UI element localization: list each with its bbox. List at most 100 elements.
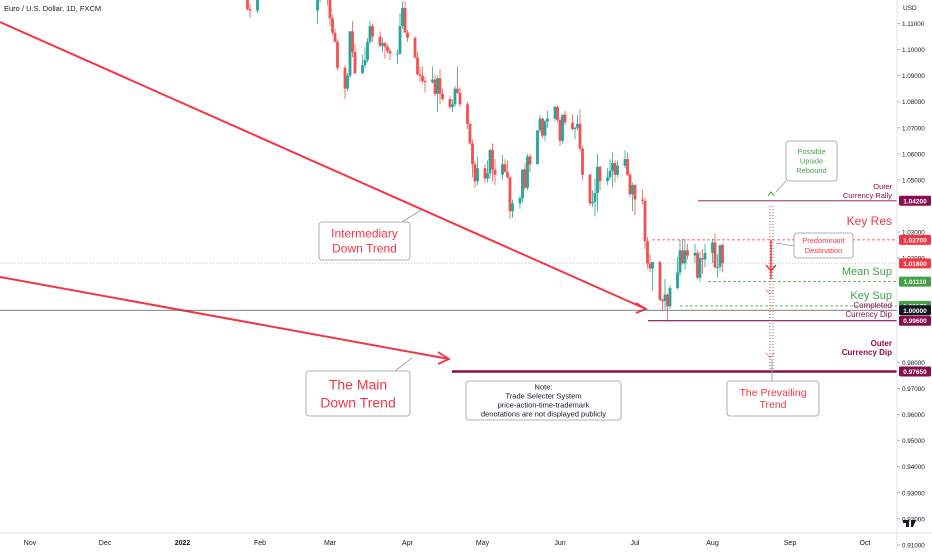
candle-body: [489, 150, 492, 173]
candle: [681, 239, 684, 265]
candle: [519, 196, 522, 209]
candle: [379, 31, 382, 47]
candle: [579, 110, 582, 152]
candle-body: [646, 241, 649, 263]
candle: [349, 31, 352, 78]
candle-body: [404, 8, 407, 33]
candle: [386, 44, 389, 53]
y-tick-label: 0.93000: [902, 490, 925, 497]
rebound-callout-pointer: [776, 181, 786, 192]
x-tick-label: Oct: [860, 540, 871, 547]
candle-body: [436, 78, 439, 94]
candle-body: [406, 33, 409, 38]
candle-body: [414, 38, 417, 58]
candle-body: [449, 99, 452, 107]
level-label-line: Mean Sup: [842, 266, 892, 278]
candle: [564, 111, 567, 125]
candle-body: [641, 199, 644, 200]
candle: [329, 0, 332, 26]
candle: [399, 13, 402, 55]
price-badge: 1.01110: [899, 277, 931, 287]
candle: [416, 52, 419, 75]
candle: [459, 87, 462, 107]
y-tick-label: 0.98000: [902, 360, 925, 367]
candle-body: [699, 258, 702, 278]
y-tick-label: 1.10000: [902, 47, 925, 54]
candle: [721, 244, 724, 273]
prevailing-callout-text: The Prevailing: [739, 387, 806, 399]
intermediary-callout-pointer: [402, 210, 421, 222]
candle: [669, 286, 672, 309]
candle-body: [676, 272, 679, 288]
candle: [571, 115, 574, 131]
candle: [401, 1, 404, 28]
candle-body: [329, 0, 332, 18]
candle: [456, 67, 459, 94]
candle-body: [701, 258, 704, 259]
candle: [511, 199, 514, 217]
candle: [469, 123, 472, 145]
chart-title: Euro / U.S. Dollar, 1D, FXCM: [4, 4, 101, 13]
candle-body: [451, 104, 454, 107]
candle: [686, 244, 689, 260]
candle: [634, 184, 637, 215]
candle-body: [616, 166, 619, 175]
candle-body: [249, 9, 252, 10]
candle-body: [504, 164, 507, 172]
candle-body: [486, 173, 489, 178]
candle-body: [629, 175, 632, 195]
candle: [594, 179, 597, 217]
candle: [704, 244, 707, 267]
price-badge: 1.02700: [899, 235, 931, 245]
destination-callout-text: Predominant: [802, 236, 845, 245]
candle: [424, 77, 427, 93]
note-callout-text: Note:: [535, 383, 553, 392]
candle-body: [469, 124, 472, 144]
y-tick-label: 0.97000: [902, 386, 925, 393]
candle-body: [574, 128, 577, 129]
price-badge-label: 0.99600: [903, 318, 927, 325]
candle: [334, 29, 337, 43]
candle-body: [401, 8, 404, 26]
candle: [354, 44, 357, 74]
candle-body: [631, 185, 634, 194]
candle: [661, 299, 664, 311]
candle-body: [664, 295, 667, 302]
candle: [541, 117, 544, 138]
candle: [536, 130, 539, 164]
destination-callout-text: Destination: [805, 246, 843, 255]
candle-body: [484, 168, 487, 178]
candle: [396, 50, 399, 64]
candle: [524, 163, 527, 190]
candle: [616, 160, 619, 177]
candle: [676, 257, 679, 290]
level-label-line: Currency Rally: [843, 191, 892, 200]
y-tick-label: 0.95000: [902, 438, 925, 445]
candle: [596, 154, 599, 211]
main-callout-text: Down Trend: [320, 394, 395, 410]
candle-body: [491, 150, 494, 170]
candle-body: [456, 89, 459, 93]
candle: [364, 47, 367, 68]
level-label-line: Outer: [871, 339, 892, 348]
candle-body: [649, 263, 652, 268]
candle: [506, 160, 509, 178]
price-badge-label: 1.02700: [903, 237, 927, 244]
candle: [344, 65, 347, 99]
candle-body: [354, 52, 357, 73]
candle: [701, 249, 704, 274]
candle-body: [589, 175, 592, 204]
candle: [614, 160, 617, 182]
candle-body: [556, 107, 559, 120]
x-tick-label: Sep: [784, 540, 797, 547]
rebound-callout-text: Possible: [797, 147, 825, 156]
candle: [546, 111, 549, 128]
candle: [659, 261, 662, 301]
candle-body: [349, 31, 352, 75]
candle-body: [466, 104, 469, 124]
candle: [451, 99, 454, 112]
